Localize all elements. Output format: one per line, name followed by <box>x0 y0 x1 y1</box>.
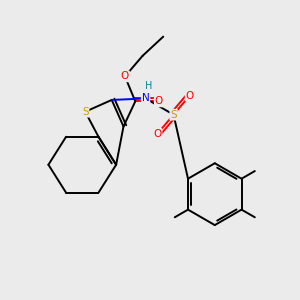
Text: O: O <box>121 71 129 81</box>
Text: S: S <box>82 107 88 117</box>
Text: H: H <box>145 81 152 91</box>
Text: O: O <box>153 129 161 139</box>
Text: S: S <box>170 110 177 120</box>
Text: N: N <box>142 94 149 103</box>
Text: O: O <box>186 91 194 100</box>
Text: O: O <box>155 96 163 106</box>
